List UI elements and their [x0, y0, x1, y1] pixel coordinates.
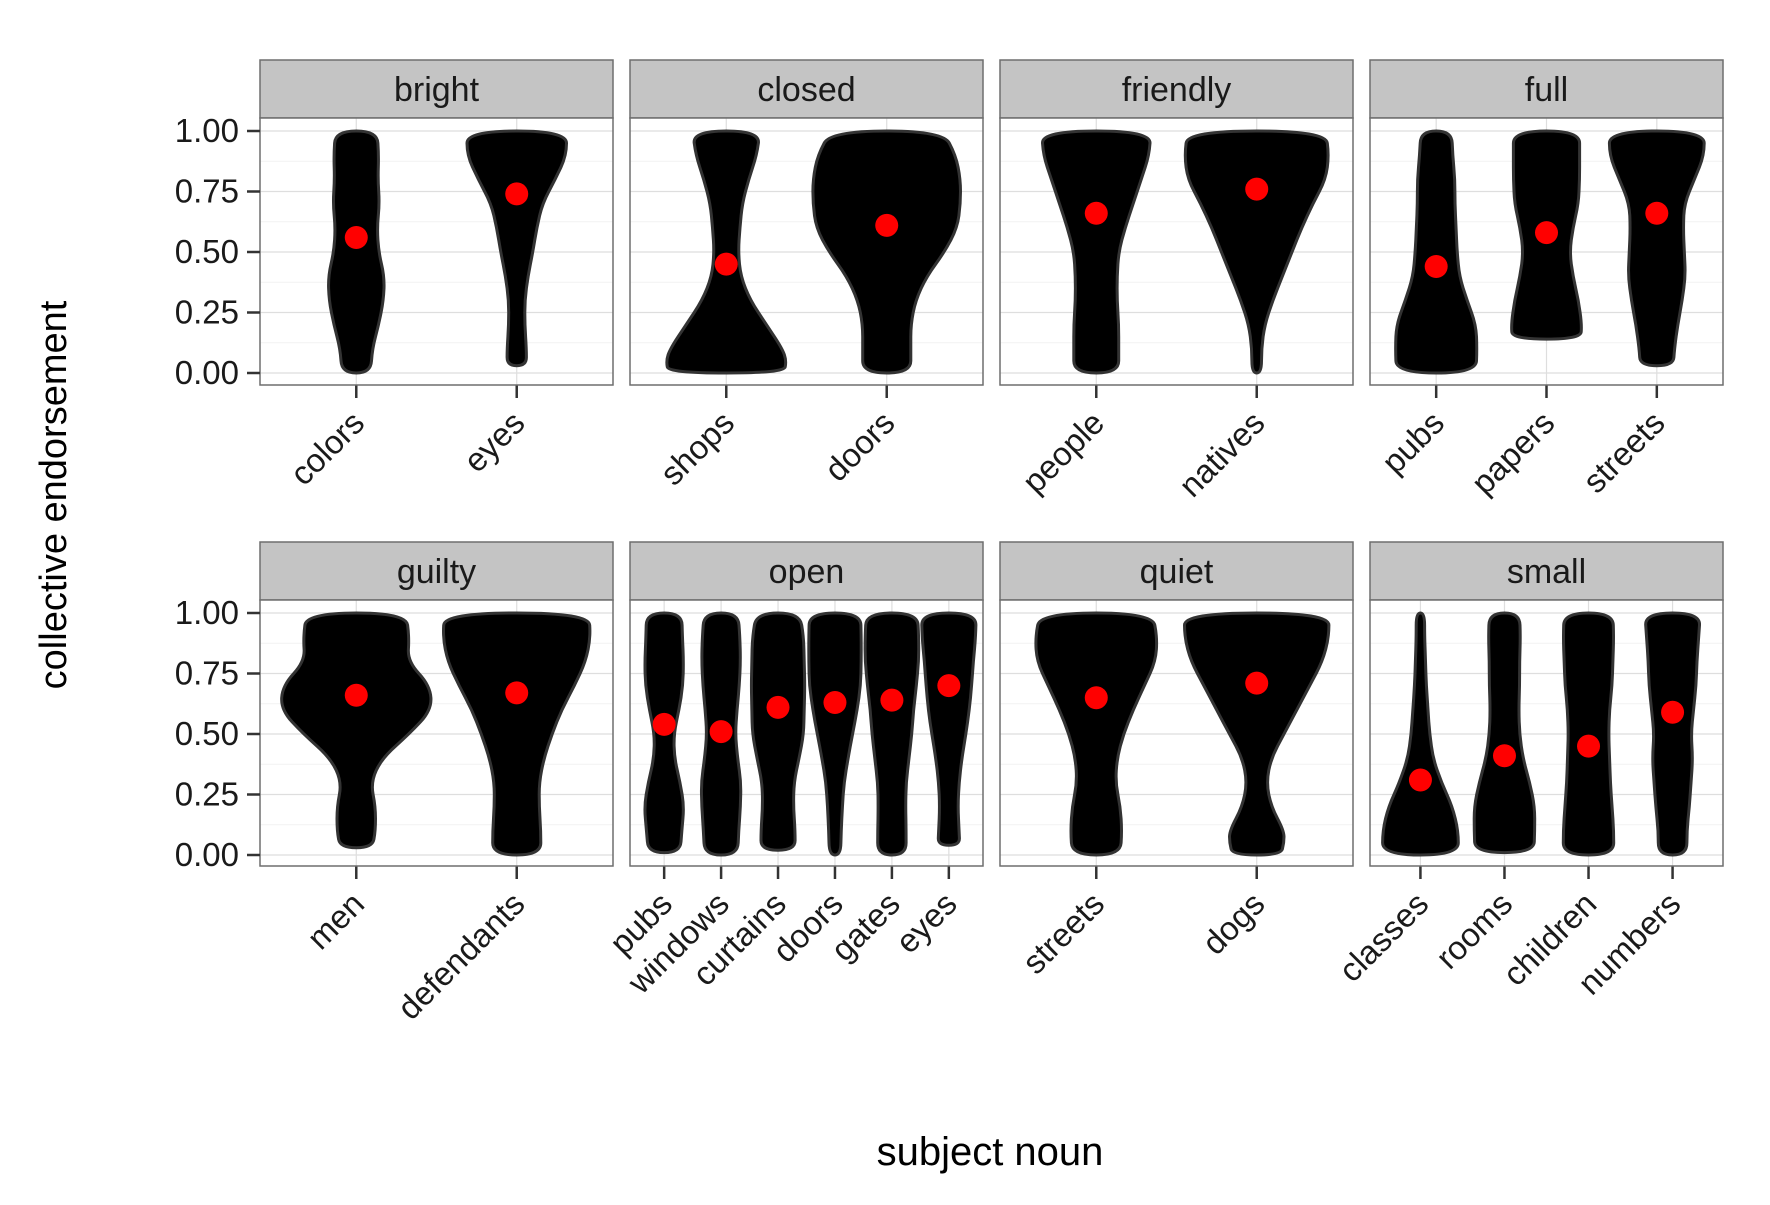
violin-men [280, 611, 433, 850]
panel-border [1369, 117, 1724, 386]
violin-dogs [1183, 611, 1331, 857]
x-tick-label-eyes: eyes [456, 404, 531, 479]
panel-closed: closed shops doors [629, 59, 984, 492]
y-tick-label: 0.50 [175, 715, 239, 752]
y-tick-label: 1.00 [175, 594, 239, 631]
violin-natives [1183, 129, 1330, 375]
x-axis-title: subject noun [877, 1130, 1104, 1174]
mean-point-doors [823, 691, 847, 715]
mean-point-eyes [937, 674, 961, 698]
mean-point-natives [1245, 177, 1269, 201]
x-tick-label-streets: streets [1576, 404, 1672, 500]
mean-point-streets [1084, 686, 1108, 710]
mean-point-eyes [505, 182, 529, 206]
mean-point-windows [709, 720, 733, 744]
panel-border [1369, 599, 1724, 867]
panel-border [999, 599, 1354, 867]
x-tick-label-defendants: defendants [390, 885, 532, 1027]
violin-gates [863, 611, 921, 857]
panel-full: full pubs papers streets [1369, 59, 1724, 502]
facet-strip [999, 59, 1354, 119]
violin-numbers [1644, 611, 1701, 857]
mean-point-children [1577, 734, 1601, 758]
violin-doors [807, 611, 863, 857]
violin-people [1041, 129, 1152, 375]
mean-point-classes [1408, 768, 1432, 792]
panel-bright: bright colors eyes 0.00 0.25 0.50 0.75 1.00 [175, 59, 614, 492]
violin-streets [1607, 129, 1706, 368]
mean-point-shops [714, 252, 738, 276]
x-tick-label-papers: papers [1464, 404, 1562, 502]
mean-point-pubs [652, 712, 676, 736]
x-tick-label-natives: natives [1172, 404, 1272, 504]
facet-label: open [769, 553, 845, 591]
mean-point-dogs [1245, 671, 1269, 695]
y-tick-label: 1.00 [175, 112, 239, 149]
panel-border [999, 117, 1354, 386]
violin-curtains [749, 611, 807, 852]
mean-point-curtains [766, 695, 790, 719]
mean-point-defendants [505, 681, 529, 705]
facet-strip [1369, 541, 1724, 601]
y-tick-label: 0.75 [175, 655, 239, 692]
mean-point-streets [1645, 201, 1669, 225]
x-tick-label-shops: shops [653, 404, 741, 492]
violin-streets [1034, 611, 1159, 857]
mean-point-pubs [1424, 255, 1448, 279]
mean-point-rooms [1492, 744, 1516, 768]
facet-label: closed [757, 71, 855, 109]
violin-classes [1381, 611, 1460, 857]
violin-pubs [1394, 129, 1479, 375]
mean-point-gates [880, 688, 904, 712]
mean-point-colors [344, 225, 368, 249]
facet-label: quiet [1140, 553, 1214, 591]
x-tick-label-people: people [1015, 404, 1111, 500]
x-tick-label-colors: colors [283, 404, 371, 492]
facet-label: small [1507, 553, 1586, 591]
facet-label: friendly [1122, 71, 1232, 109]
mean-point-doors [875, 213, 899, 237]
y-tick-label: 0.00 [175, 354, 239, 391]
y-axis-title: collective endorsement [33, 300, 75, 689]
facet-label: full [1525, 71, 1568, 109]
violin-eyes [465, 129, 568, 368]
violin-colors [327, 129, 386, 375]
panel-border [629, 599, 984, 867]
panels-layer: bright colors eyes 0.00 0.25 0.50 0.75 1.00 clos… [175, 59, 1724, 1027]
violin-rooms [1472, 611, 1537, 855]
y-tick-label: 0.50 [175, 233, 239, 270]
panel-border [629, 117, 984, 386]
facet-strip [259, 59, 614, 119]
violin-eyes [920, 611, 978, 847]
x-tick-label-doors: doors [817, 404, 902, 489]
facet-label: bright [394, 71, 480, 109]
x-tick-label-eyes: eyes [888, 885, 963, 960]
violin-defendants [442, 611, 592, 857]
violin-doors [811, 129, 962, 375]
x-tick-label-dogs: dogs [1195, 885, 1272, 962]
y-tick-label: 0.25 [175, 776, 239, 813]
panel-friendly: friendly people natives [999, 59, 1354, 504]
facet-strip [629, 59, 984, 119]
mean-point-men [344, 683, 368, 707]
y-tick-label: 0.25 [175, 294, 239, 331]
x-tick-label-classes: classes [1331, 885, 1435, 989]
mean-point-people [1084, 201, 1108, 225]
panel-quiet: quiet streets dogs [999, 541, 1354, 981]
mean-point-papers [1535, 221, 1558, 245]
x-tick-label-men: men [300, 885, 372, 957]
x-tick-label-streets: streets [1015, 885, 1111, 981]
panel-guilty: guilty men defendants 0.00 0.25 0.50 0.75 1.00 [175, 541, 614, 1027]
facet-label: guilty [397, 553, 476, 591]
y-tick-label: 0.00 [175, 836, 239, 873]
mean-point-numbers [1661, 700, 1685, 724]
violin-shops [665, 129, 788, 375]
y-tick-label: 0.75 [175, 173, 239, 210]
violin-children [1561, 611, 1616, 857]
x-tick-label-pubs: pubs [1374, 404, 1451, 481]
